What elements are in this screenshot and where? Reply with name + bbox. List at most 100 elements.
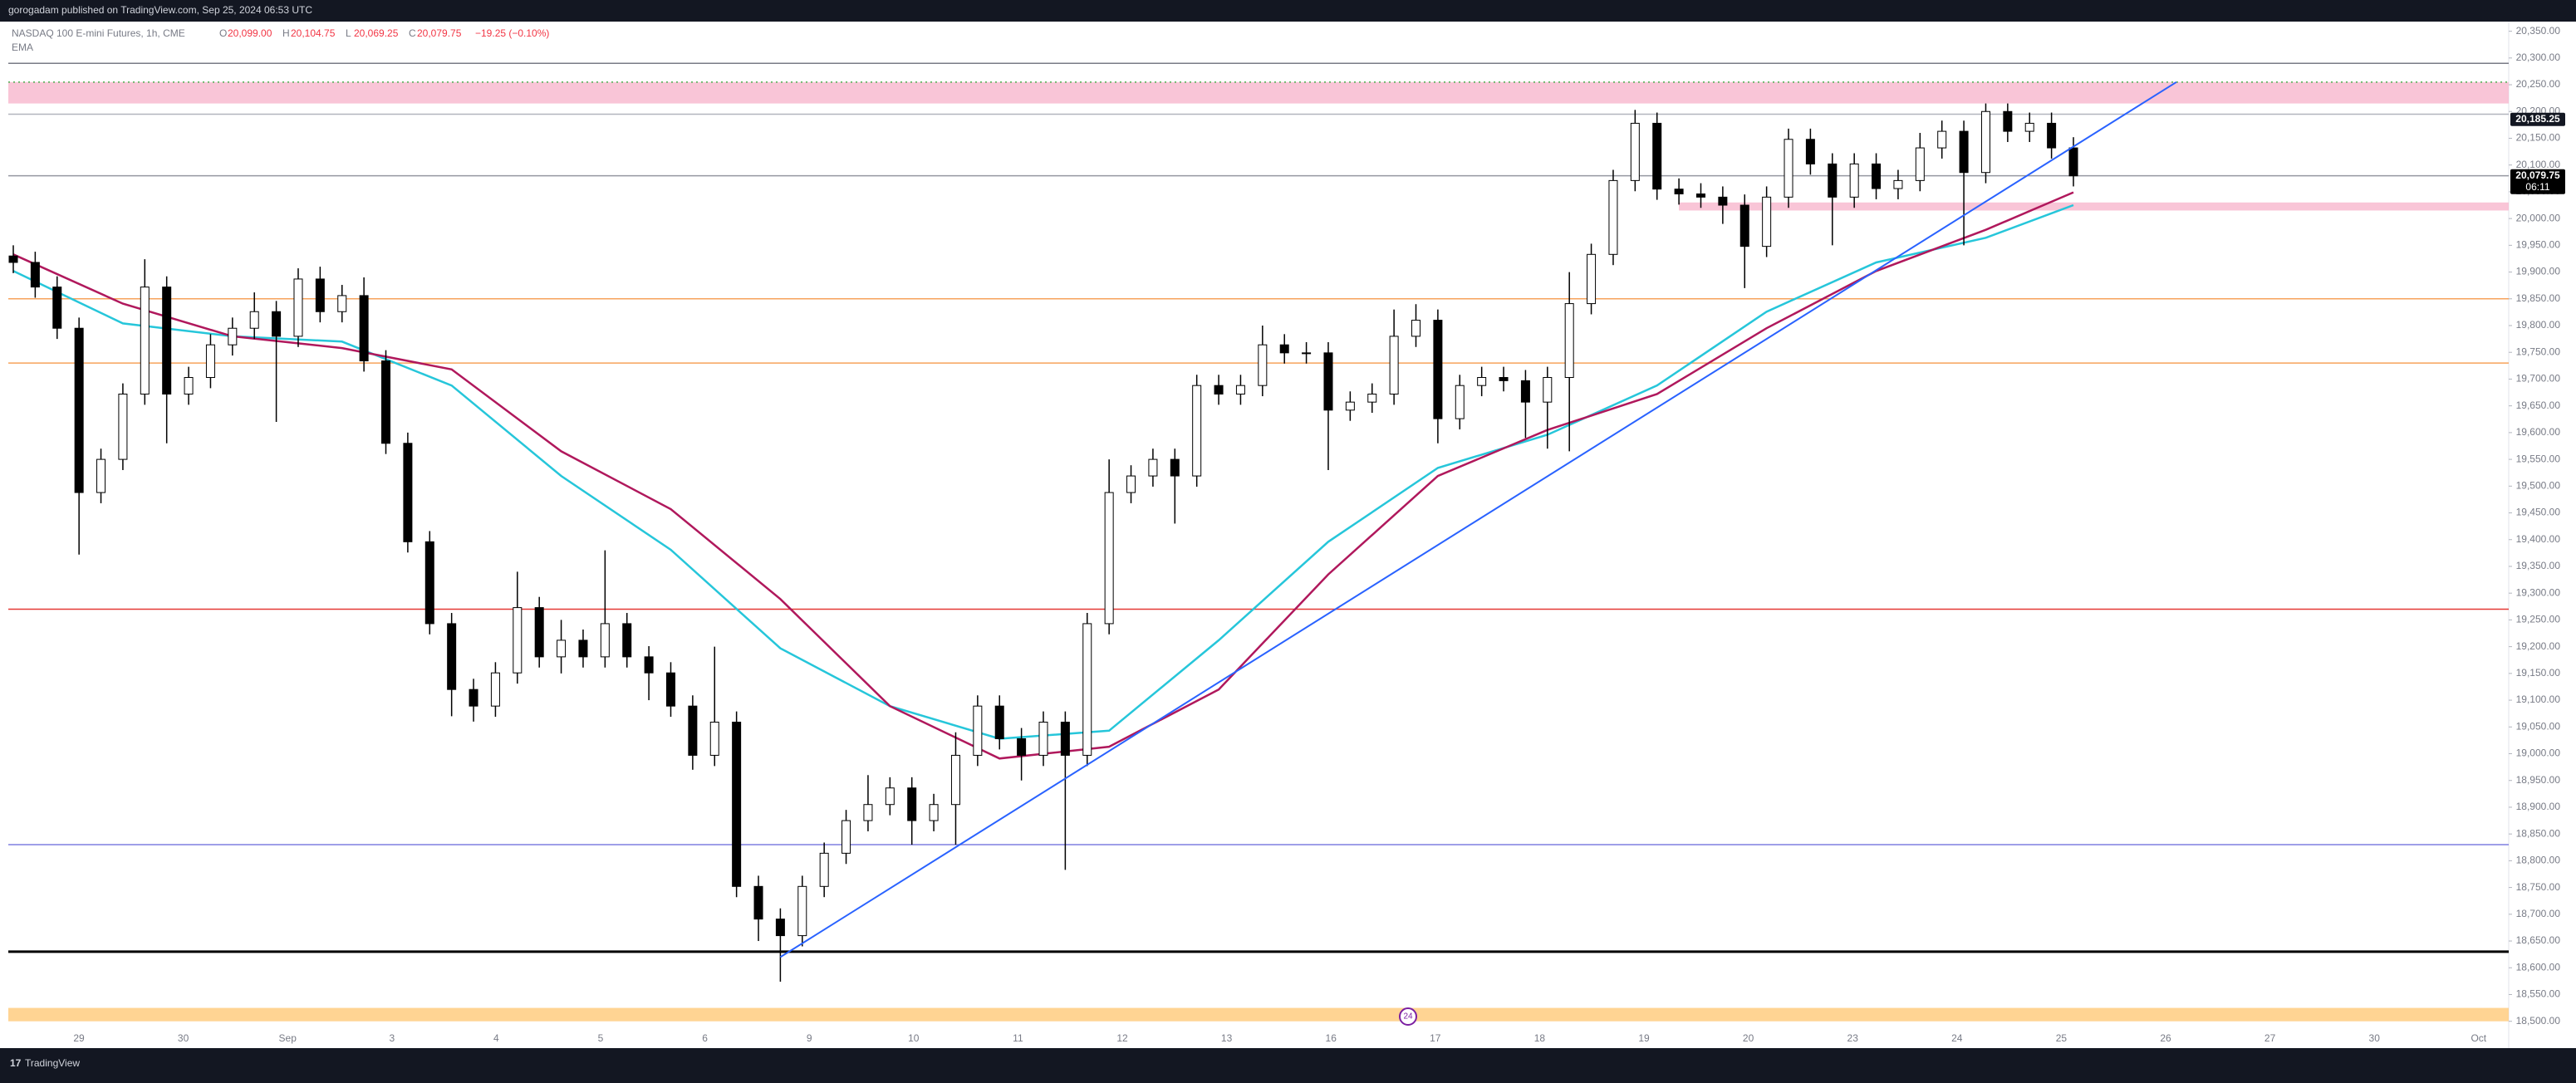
- candle-body: [797, 885, 807, 937]
- candle-body: [1674, 189, 1684, 194]
- candle-body: [885, 787, 895, 806]
- candle-body: [96, 458, 106, 493]
- candle-body: [1959, 130, 1969, 174]
- x-tick-label: 13: [1221, 1032, 1233, 1044]
- candle-body: [688, 705, 698, 756]
- y-tick-label: 18,700.00: [2516, 908, 2561, 919]
- y-tick-label: 19,700.00: [2516, 373, 2561, 385]
- legend-change: −19.25 (−0.10%): [475, 27, 549, 39]
- candle-body: [490, 672, 500, 707]
- y-tick-label: 19,100.00: [2516, 693, 2561, 705]
- candle-body: [1082, 623, 1092, 756]
- price-countdown: 06:11: [2525, 181, 2549, 193]
- candle-body: [1805, 139, 1815, 164]
- y-tick-label: 20,100.00: [2516, 159, 2561, 170]
- y-tick-label: 18,750.00: [2516, 881, 2561, 893]
- y-tick-label: 19,850.00: [2516, 292, 2561, 304]
- y-tick-label: 18,550.00: [2516, 988, 2561, 1000]
- candle-body: [403, 443, 413, 542]
- candle-body: [249, 311, 259, 329]
- legend-symbol: NASDAQ 100 E-mini Futures, 1h, CME: [12, 27, 185, 39]
- y-tick-label: 18,900.00: [2516, 801, 2561, 812]
- x-tick-label: 30: [2369, 1032, 2381, 1044]
- y-tick-label: 18,850.00: [2516, 827, 2561, 839]
- x-tick-label: 11: [1013, 1032, 1023, 1044]
- y-tick-label: 19,200.00: [2516, 640, 2561, 652]
- candle-body: [1170, 458, 1180, 477]
- price-tag: [2510, 169, 2565, 194]
- legend-value: 20,079.75: [417, 27, 462, 39]
- bottom-bar: [0, 1048, 2576, 1079]
- candle-body: [863, 804, 873, 821]
- y-tick-label: 19,450.00: [2516, 507, 2561, 518]
- y-tick-label: 19,600.00: [2516, 426, 2561, 438]
- legend-indicator: EMA: [12, 42, 33, 53]
- candle-body: [1279, 344, 1289, 354]
- y-tick-label: 20,250.00: [2516, 78, 2561, 90]
- candle-body: [359, 295, 369, 362]
- x-tick-label: Oct: [2471, 1032, 2486, 1044]
- y-tick-label: 19,900.00: [2516, 266, 2561, 277]
- y-tick-label: 20,300.00: [2516, 51, 2561, 63]
- candle-body: [950, 754, 960, 806]
- x-tick-label: 23: [1847, 1032, 1859, 1044]
- legend-value: 20,099.00: [228, 27, 272, 39]
- candle-body: [74, 327, 84, 493]
- candle-body: [1302, 352, 1312, 355]
- y-tick-label: 19,750.00: [2516, 345, 2561, 357]
- candle-body: [2047, 122, 2057, 149]
- logo-mark: 17: [10, 1057, 22, 1069]
- candle-body: [578, 640, 588, 658]
- y-tick-label: 19,050.00: [2516, 720, 2561, 732]
- candle-body: [1543, 377, 1553, 403]
- candle-body: [272, 311, 282, 337]
- x-tick-label: 3: [389, 1032, 395, 1044]
- candle-body: [293, 278, 303, 337]
- candle-body: [424, 541, 434, 625]
- x-tick-label: 27: [2264, 1032, 2276, 1044]
- legend: NASDAQ 100 E-mini Futures, 1h, CME O 20,0…: [12, 27, 549, 53]
- y-tick-label: 19,800.00: [2516, 319, 2561, 331]
- candle-body: [1411, 320, 1421, 337]
- candle-body: [753, 885, 763, 920]
- top-bar: [0, 0, 2576, 22]
- y-tick-label: 18,950.00: [2516, 774, 2561, 786]
- legend-value: 20,069.25: [354, 27, 399, 39]
- y-tick-label: 19,350.00: [2516, 560, 2561, 571]
- y-tick-label: 19,950.00: [2516, 239, 2561, 251]
- candle-body: [1455, 385, 1465, 419]
- candle-body: [140, 287, 150, 394]
- candle-body: [1828, 163, 1838, 198]
- y-tick-label: 19,300.00: [2516, 586, 2561, 598]
- candle-body: [600, 623, 610, 658]
- y-tick-label: 19,000.00: [2516, 747, 2561, 759]
- candle-body: [1148, 458, 1158, 477]
- candle-body: [381, 360, 391, 444]
- legend-key: O: [219, 27, 227, 39]
- candle-body: [994, 705, 1004, 739]
- candle-body: [1017, 738, 1027, 756]
- legend-key: L: [346, 27, 351, 39]
- candle-body: [907, 787, 917, 821]
- candle-body: [2003, 110, 2013, 132]
- candle-body: [2024, 122, 2034, 132]
- candle-body: [1520, 380, 1530, 403]
- candle-body: [1608, 179, 1618, 255]
- candle-body: [534, 607, 544, 658]
- x-tick-label: 19: [1638, 1032, 1650, 1044]
- candle-body: [118, 393, 128, 460]
- candle-body: [1915, 147, 1925, 181]
- candle-body: [469, 689, 478, 707]
- candle-body: [1695, 193, 1705, 198]
- x-tick-label: 6: [702, 1032, 708, 1044]
- x-tick-label: 25: [2056, 1032, 2068, 1044]
- x-tick-label: 26: [2160, 1032, 2171, 1044]
- date-badge-label: 24: [1403, 1012, 1413, 1022]
- candle-body: [52, 287, 62, 329]
- y-tick-label: 19,150.00: [2516, 667, 2561, 679]
- candle-body: [513, 607, 523, 674]
- candle-body: [1433, 320, 1443, 419]
- candle-body: [8, 255, 18, 263]
- x-tick-label: 18: [1534, 1032, 1546, 1044]
- candle-body: [1630, 122, 1640, 181]
